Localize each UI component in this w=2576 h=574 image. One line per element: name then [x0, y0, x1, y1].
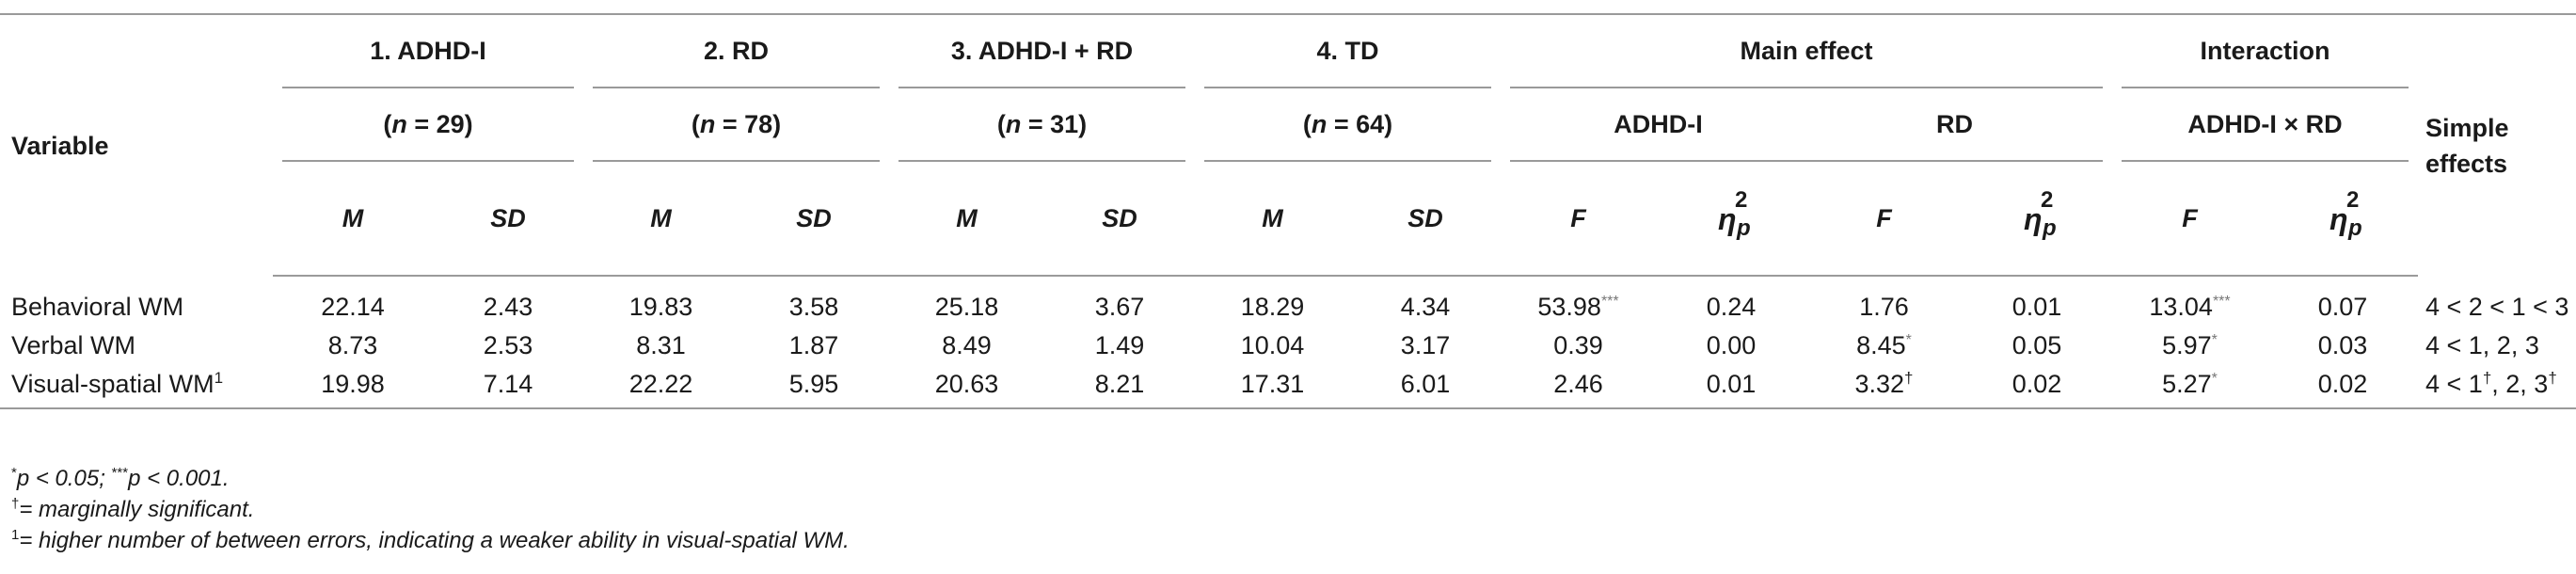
stat-m: M: [889, 162, 1044, 277]
cell: 1.87: [788, 331, 839, 359]
cell: 0.39: [1553, 331, 1603, 359]
cell: 13.04***: [2149, 293, 2231, 321]
row-label: Verbal WM: [11, 331, 136, 359]
cell: 7.14: [433, 365, 583, 409]
stat-sd: SD: [433, 162, 583, 277]
cell: 8.31: [636, 331, 686, 359]
results-table: Variable 1. ADHD-I 2. RD 3. ADHD-I + RD …: [0, 13, 2576, 409]
stat-sd: SD: [1044, 162, 1195, 277]
row-label: Behavioral WM: [11, 293, 184, 321]
table-row: Behavioral WM 22.14 2.43 19.83 3.58 25.1…: [0, 277, 2576, 327]
simple-effect-cell: 4 < 1†, 2, 3†: [2418, 365, 2576, 409]
group-n-td: (n = 64): [1195, 88, 1501, 162]
note-marginal: †= marginally significant.: [11, 496, 255, 522]
simple-effect-cell: 4 < 2 < 1 < 3: [2425, 293, 2569, 321]
group-n-adhd-i-rd: (n = 31): [889, 88, 1195, 162]
main-effect-rd: RD: [1806, 88, 2112, 162]
cell: 5.95: [739, 365, 889, 409]
cell: 1.49: [1094, 331, 1145, 359]
group-n-adhd-i: (n = 29): [273, 88, 583, 162]
cell: 5.27*: [2112, 365, 2267, 409]
cell: 0.02: [2267, 365, 2418, 409]
stat-m: M: [583, 162, 739, 277]
variable-header: Variable: [11, 131, 109, 160]
stat-sd: SD: [739, 162, 889, 277]
cell: 8.21: [1044, 365, 1195, 409]
simple-effect-cell: 4 < 1, 2, 3: [2425, 331, 2539, 359]
stat-f: F: [1501, 162, 1656, 277]
cell: 19.83: [628, 293, 693, 321]
cell: 10.04: [1240, 331, 1305, 359]
cell: 3.58: [788, 293, 839, 321]
table-row: Verbal WM 8.73 2.53 8.31 1.87 8.49 1.49 …: [0, 327, 2576, 365]
cell: 6.01: [1350, 365, 1501, 409]
table-header: Variable 1. ADHD-I 2. RD 3. ADHD-I + RD …: [0, 13, 2576, 277]
cell: 8.73: [327, 331, 378, 359]
cell: 22.14: [321, 293, 385, 321]
cell: 5.97*: [2162, 331, 2218, 359]
note-significance: *p < 0.05; ***p < 0.001.: [11, 465, 230, 491]
cell: 3.67: [1094, 293, 1145, 321]
cell: 0.03: [2317, 331, 2368, 359]
cell: 18.29: [1240, 293, 1305, 321]
group-header-adhd-i-rd: 3. ADHD-I + RD: [889, 15, 1195, 88]
cell: 25.18: [934, 293, 999, 321]
stat-sd: SD: [1350, 162, 1501, 277]
cell: 2.53: [483, 331, 533, 359]
cell: 8.49: [942, 331, 992, 359]
cell: 0.02: [1962, 365, 2112, 409]
row-label: Visual-spatial WM1: [0, 365, 273, 409]
main-effect-adhd-i: ADHD-I: [1501, 88, 1806, 162]
cell: 17.31: [1195, 365, 1350, 409]
cell: 1.76: [1859, 293, 1909, 321]
cell: 0.05: [2012, 331, 2062, 359]
main-effect-header: Main effect: [1501, 15, 2112, 88]
cell: 2.46: [1501, 365, 1656, 409]
cell: 0.07: [2317, 293, 2368, 321]
cell: 0.24: [1706, 293, 1757, 321]
stat-f: F: [1806, 162, 1962, 277]
cell: 0.01: [1656, 365, 1806, 409]
cell: 53.98***: [1537, 293, 1619, 321]
cell: 3.32†: [1806, 365, 1962, 409]
note-visual-spatial: 1= higher number of between errors, indi…: [11, 527, 850, 553]
table-body: Behavioral WM 22.14 2.43 19.83 3.58 25.1…: [0, 277, 2576, 409]
group-header-td: 4. TD: [1195, 15, 1501, 88]
top-rule: [0, 13, 2576, 15]
stat-m: M: [273, 162, 433, 277]
simple-effects-header: Simple effects: [2425, 114, 2509, 178]
cell: 8.45*: [1856, 331, 1912, 359]
interaction-header: Interaction: [2112, 15, 2418, 88]
group-header-adhd-i: 1. ADHD-I: [273, 15, 583, 88]
cell: 22.22: [583, 365, 739, 409]
cell: 0.00: [1706, 331, 1757, 359]
group-n-rd: (n = 78): [583, 88, 889, 162]
stat-m: M: [1195, 162, 1350, 277]
cell: 3.17: [1400, 331, 1451, 359]
cell: 20.63: [889, 365, 1044, 409]
cell: 19.98: [273, 365, 433, 409]
table-notes: *p < 0.05; ***p < 0.001. †= marginally s…: [11, 463, 850, 556]
stat-f: F: [2112, 162, 2267, 277]
table-row: Visual-spatial WM1 19.98 7.14 22.22 5.95…: [0, 365, 2576, 409]
group-header-rd: 2. RD: [583, 15, 889, 88]
cell: 2.43: [483, 293, 533, 321]
cell: 0.01: [2012, 293, 2062, 321]
interaction-adhd-i-x-rd: ADHD-I × RD: [2112, 88, 2418, 162]
cell: 4.34: [1400, 293, 1451, 321]
